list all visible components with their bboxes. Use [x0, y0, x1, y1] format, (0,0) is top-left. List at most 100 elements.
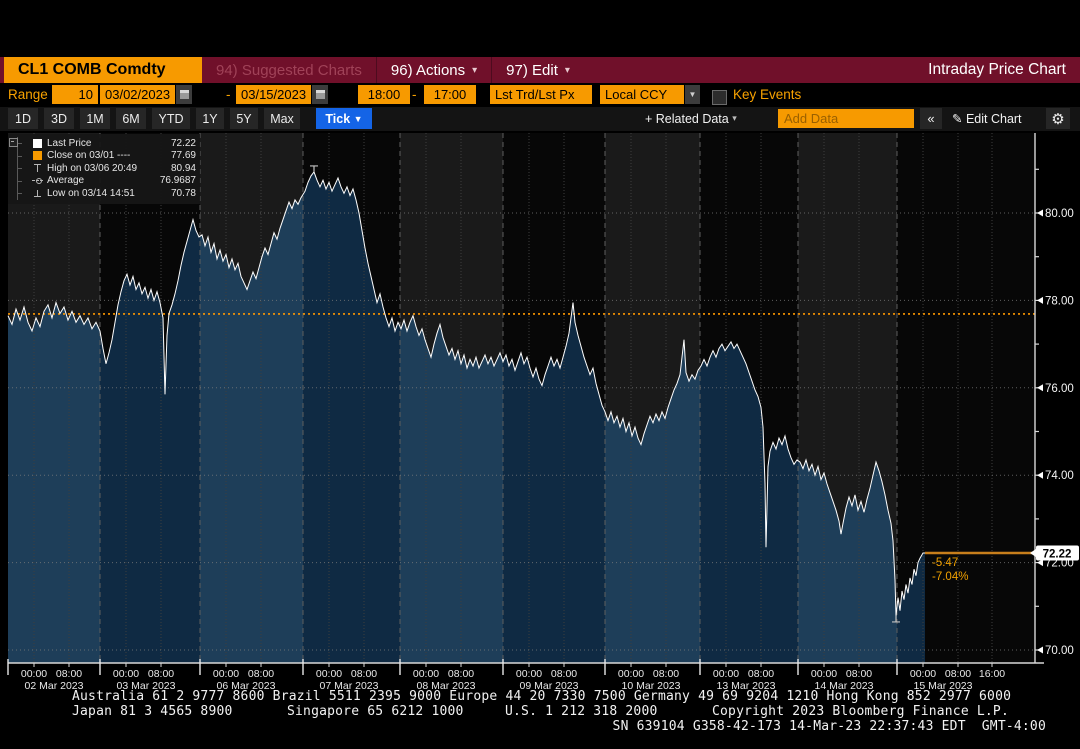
time-tick-label: 00:00	[316, 668, 342, 680]
high-marker-icon	[32, 163, 43, 174]
menu-actions[interactable]: 96) Actions ▾	[375, 57, 491, 83]
range-input[interactable]: 10	[52, 85, 98, 104]
high-marker-icon	[310, 165, 318, 172]
tab-tick-dropdown[interactable]: Tick ▼	[316, 108, 372, 129]
menu-edit-label: 97) Edit	[506, 61, 558, 79]
tab-1m[interactable]: 1M	[80, 108, 110, 129]
y-axis-tick-arrow	[1037, 646, 1043, 654]
page-title: Intraday Price Chart	[928, 61, 1066, 78]
price-area-fill	[8, 302, 100, 663]
tab-1d[interactable]: 1D	[8, 108, 38, 129]
y-axis-label: 78.00	[1045, 295, 1074, 307]
time-tick-label: 08:00	[148, 668, 174, 680]
y-axis-tick-arrow	[1037, 471, 1043, 479]
y-axis-label: 70.00	[1045, 645, 1074, 657]
time-tick-label: 08:00	[248, 668, 274, 680]
time-tick-label: 08:00	[551, 668, 577, 680]
date-label: 10 Mar 2023	[622, 680, 681, 692]
price-area-fill	[605, 339, 700, 663]
legend-label: Low on 03/14 14:51	[47, 187, 135, 199]
time-tick-label: 00:00	[618, 668, 644, 680]
chevron-down-icon[interactable]: ▼	[685, 85, 700, 104]
y-axis-tick-arrow	[1037, 559, 1043, 567]
window-titlebar: CL1 COMB Comdty 94) Suggested Charts 96)…	[0, 57, 1080, 83]
add-data-input[interactable]: Add Data	[778, 109, 914, 128]
tab-tick-label: Tick	[325, 111, 351, 126]
legend-value: 76.9687	[159, 175, 196, 187]
legend-tree-line	[17, 149, 32, 162]
average-marker-icon	[32, 175, 43, 186]
price-source-select[interactable]: Lst Trd/Lst Px	[490, 85, 592, 104]
time-tick-label: 00:00	[811, 668, 837, 680]
pct-change-annotation: -7.04%	[932, 571, 968, 583]
date-label: 15 Mar 2023	[914, 680, 973, 692]
chevron-down-icon: ▾	[472, 64, 478, 76]
legend-value: 72.22	[170, 137, 196, 149]
legend-row[interactable]: Average 76.9687	[12, 174, 196, 187]
date-label: 13 Mar 2023	[717, 680, 776, 692]
date-from-field[interactable]: 03/02/2023	[100, 85, 193, 104]
last-price-badge	[1036, 545, 1079, 561]
menu-edit[interactable]: 97) Edit ▾	[491, 57, 584, 83]
date-to-input[interactable]: 03/15/2023	[236, 85, 312, 104]
legend-row[interactable]: High on 03/06 20:49 80.94	[12, 162, 196, 175]
calendar-icon[interactable]	[312, 85, 329, 104]
chart-legend: Last Price 72.22 Close on 03/01 ---- 77.69 H…	[8, 134, 200, 204]
price-area-fill	[700, 341, 798, 663]
related-data-button[interactable]: + Related Data ▾	[645, 108, 737, 129]
gear-icon[interactable]: ⚙	[1046, 108, 1070, 129]
footer-terminal-info: SN 639104 G358-42-173 14-Mar-23 22:37:43…	[612, 719, 1046, 734]
date-from-input[interactable]: 03/02/2023	[100, 85, 176, 104]
time-tick-label: 08:00	[945, 668, 971, 680]
calendar-icon[interactable]	[176, 85, 193, 104]
collapse-panel-button[interactable]: «	[920, 108, 942, 129]
price-area-fill	[303, 171, 400, 663]
date-label: 09 Mar 2023	[520, 680, 579, 692]
related-data-label: + Related Data	[645, 111, 729, 126]
time-from-input[interactable]: 18:00	[358, 85, 410, 104]
tab-3d[interactable]: 3D	[44, 108, 74, 129]
menu-actions-label: 96) Actions	[390, 61, 466, 79]
legend-value: 70.78	[170, 187, 196, 199]
time-tick-label: 00:00	[21, 668, 47, 680]
tab-5y[interactable]: 5Y	[230, 108, 258, 129]
time-tick-label: 08:00	[846, 668, 872, 680]
legend-label: High on 03/06 20:49	[47, 162, 138, 174]
legend-label: Average	[47, 175, 85, 187]
legend-row[interactable]: Close on 03/01 ---- 77.69	[12, 149, 196, 162]
security-ticker-box[interactable]: CL1 COMB Comdty	[4, 57, 202, 83]
footer-contact-part: Singapore 65 6212 1000	[287, 704, 464, 719]
time-to-input[interactable]: 17:00	[424, 85, 476, 104]
date-label: 03 Mar 2023	[117, 680, 176, 692]
tab-1y[interactable]: 1Y	[196, 108, 224, 129]
time-tick-label: 00:00	[713, 668, 739, 680]
legend-tree-line	[17, 162, 32, 175]
time-tick-label: 08:00	[653, 668, 679, 680]
tab-max[interactable]: Max	[264, 108, 300, 129]
tab-ytd[interactable]: YTD	[152, 108, 190, 129]
legend-label: Close on 03/01 ----	[47, 150, 131, 162]
key-events-checkbox[interactable]	[712, 88, 727, 107]
edit-chart-button[interactable]: ✎ Edit Chart	[952, 112, 1022, 126]
time-tick-label: 00:00	[113, 668, 139, 680]
legend-tree-line	[17, 137, 32, 150]
close-line-swatch-icon	[32, 150, 43, 161]
menu-suggested-charts[interactable]: 94) Suggested Charts	[216, 61, 362, 79]
tab-6m[interactable]: 6M	[116, 108, 146, 129]
date-to-field[interactable]: 03/15/2023	[236, 85, 329, 104]
legend-value: 80.94	[170, 162, 196, 174]
price-area-fill	[200, 194, 303, 663]
y-axis-tick-arrow	[1037, 296, 1043, 304]
y-axis-label: 80.00	[1045, 208, 1074, 220]
currency-select-group[interactable]: Local CCY ▼	[600, 85, 700, 104]
legend-row[interactable]: Low on 03/14 14:51 70.78	[12, 187, 196, 200]
price-area-fill	[400, 315, 503, 663]
legend-row[interactable]: Last Price 72.22	[12, 137, 196, 150]
date-separator: -	[226, 87, 231, 102]
currency-select[interactable]: Local CCY	[600, 85, 684, 104]
legend-tree-line	[17, 187, 32, 200]
legend-collapse-icon[interactable]	[9, 138, 18, 147]
time-tick-label: 08:00	[56, 668, 82, 680]
